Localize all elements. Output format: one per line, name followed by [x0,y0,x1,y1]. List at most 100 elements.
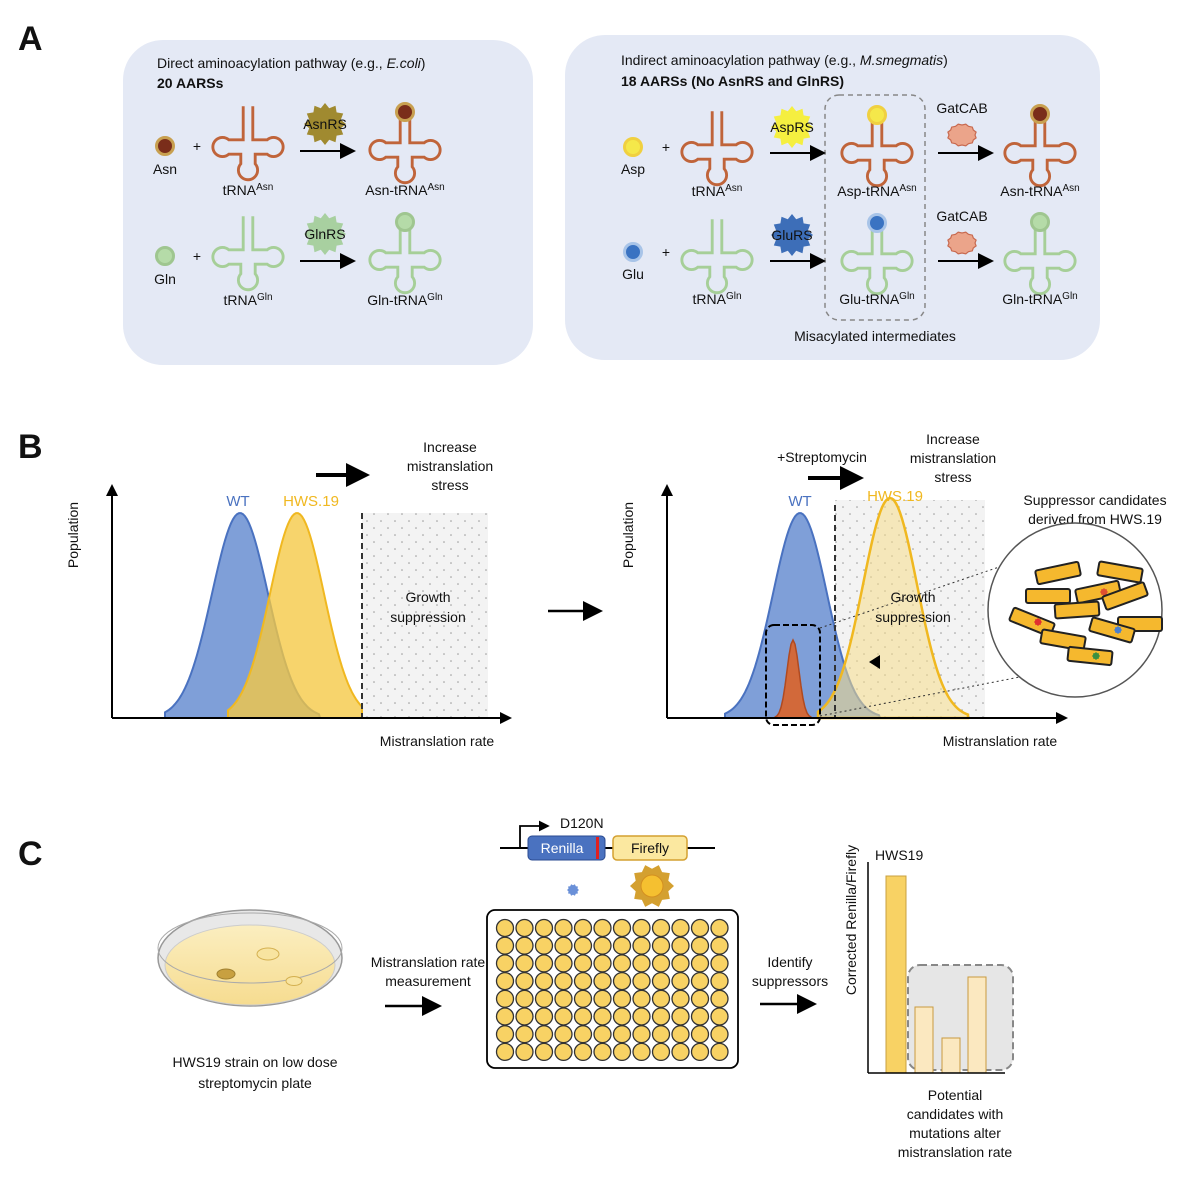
label: stress [431,477,468,493]
well [554,971,573,991]
well [690,918,710,938]
x-axis-label: Mistranslation rate [380,733,495,749]
well [593,1042,612,1062]
amino-acid [1030,212,1050,232]
amino-acid [155,246,175,266]
step-label: measurement [385,973,471,989]
label-base: tRNA [223,182,257,198]
cell [1088,616,1136,644]
well [671,1042,690,1062]
mutant-curve [816,496,970,720]
panel-label: B [18,428,43,466]
cell [1053,600,1101,620]
cells [1008,560,1163,667]
pathway-box [123,40,533,365]
box-subtitle: 18 AARSs (No AsnRS and GlnRS) [621,73,844,89]
well [632,918,651,938]
icons [567,865,674,907]
well [554,1025,573,1044]
label: Growth [405,589,450,605]
label-sup: Gln [257,292,273,303]
well [710,954,729,973]
pathway-box [565,35,1100,360]
well [690,954,710,973]
label-sup: Asn [725,183,742,194]
well [573,971,593,991]
cell [1066,645,1114,667]
well [495,989,515,1008]
label: GatCAB [936,100,987,116]
well [710,989,729,1008]
label: GlnRS [304,226,345,242]
colony [285,976,303,986]
label: Glu-tRNAGln [839,291,914,307]
gene-label: Renilla [541,840,584,856]
label: stress [934,469,971,485]
well [495,936,515,955]
well [632,1025,651,1044]
label-sup: Asn [1063,183,1080,194]
well [593,989,612,1008]
title-text: Direct aminoacylation pathway (e.g., [157,55,387,71]
well [554,1042,573,1062]
well [573,1042,593,1062]
well [573,936,593,955]
promoter [519,820,550,848]
label-base: tRNA [692,291,726,307]
caption: mutations alter [909,1125,1001,1141]
bar [967,976,987,1074]
label: AspRS [770,119,814,135]
well [671,989,690,1008]
label: tRNAAsn [692,183,743,199]
label: + [662,244,670,260]
label-base: tRNA [692,183,726,199]
well [534,971,554,991]
well [534,1042,554,1062]
well [612,1007,632,1026]
label: + [193,138,201,154]
well [612,971,632,991]
label: Asp [621,161,645,177]
y-axis-label: Corrected Renilla/Firefly [843,845,859,995]
well [710,918,729,938]
well [534,1007,554,1026]
amino-acid [395,102,415,122]
well [671,954,690,973]
well [671,971,690,991]
well [495,954,515,973]
amino-acid [623,137,643,157]
well [612,936,632,955]
label-base: Asp-tRNA [837,183,900,199]
label-sup: Gln [899,291,915,302]
amino-acid [155,136,175,156]
renilla-gene [527,835,606,861]
intermediate-box [824,94,926,321]
well [651,954,671,973]
label-base: Glu-tRNA [839,291,900,307]
wt-label: WT [788,493,811,510]
well [651,971,671,991]
well [495,971,515,991]
label: AsnRS [303,116,347,132]
label: Glu [622,266,644,282]
label: suppression [875,609,951,625]
pointer [869,655,880,669]
selection-box [765,624,821,726]
well [671,1025,690,1044]
well [573,989,593,1008]
cell [1025,588,1071,604]
well [710,936,729,955]
well [515,1007,534,1026]
well [573,954,593,973]
well [690,1007,710,1026]
well [690,1042,710,1062]
caption: Potential [928,1087,982,1103]
well [671,936,690,955]
well [554,936,573,955]
well [515,1025,534,1044]
well [612,1025,632,1044]
label: mistranslation [910,450,996,466]
label: Gln-tRNAGln [367,292,442,308]
zoom-line [819,674,1031,717]
